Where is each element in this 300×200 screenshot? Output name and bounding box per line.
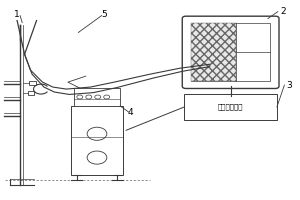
Circle shape — [87, 151, 107, 164]
Bar — [71, 106, 123, 175]
Bar — [28, 91, 34, 95]
Text: 研华工控电脑: 研华工控电脑 — [218, 104, 243, 110]
Text: 5: 5 — [101, 10, 106, 19]
FancyBboxPatch shape — [182, 16, 279, 88]
Circle shape — [86, 95, 92, 99]
Circle shape — [87, 127, 107, 140]
Bar — [74, 88, 120, 106]
Text: 2: 2 — [280, 7, 286, 16]
Circle shape — [104, 95, 110, 99]
Text: 3: 3 — [286, 81, 292, 90]
Bar — [191, 23, 236, 81]
Bar — [191, 23, 270, 81]
Text: 4: 4 — [128, 108, 134, 117]
Circle shape — [95, 95, 101, 99]
Bar — [29, 81, 36, 85]
Text: 1: 1 — [14, 10, 20, 19]
Circle shape — [77, 95, 83, 99]
Bar — [184, 94, 277, 120]
